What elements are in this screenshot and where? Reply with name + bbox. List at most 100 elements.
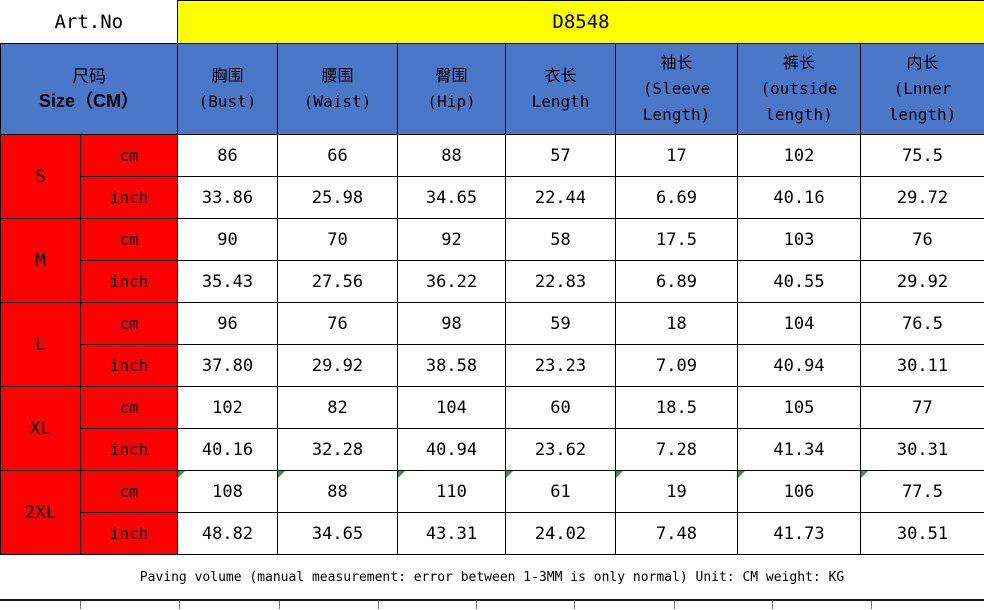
data-cell: 104 [398, 387, 506, 429]
header-line: (Waist) [278, 89, 397, 115]
col-header-sleeve-length: 袖长 (Sleeve Length) [616, 44, 738, 135]
data-cell: 76 [861, 219, 984, 261]
data-cell: 40.94 [398, 429, 506, 471]
header-line: 内长 [861, 50, 984, 76]
data-cell: 104 [738, 303, 861, 345]
header-line: Length [506, 89, 615, 115]
data-cell-flagged: 61 [506, 471, 616, 513]
data-cell: 38.58 [398, 345, 506, 387]
data-cell: 59 [506, 303, 616, 345]
col-header-length: 衣长 Length [506, 44, 616, 135]
data-cell: 103 [738, 219, 861, 261]
data-cell: 18.5 [616, 387, 738, 429]
data-cell: 30.11 [861, 345, 984, 387]
size-cm-header: 尺码 Size（CM） [1, 44, 178, 135]
data-cell: 22.83 [506, 261, 616, 303]
col-header-waist: 腰围 (Waist) [278, 44, 398, 135]
data-cell: 48.82 [178, 513, 278, 555]
header-line: length) [861, 102, 984, 128]
unit-cell-inch: inch [81, 177, 178, 219]
column-tick [476, 601, 477, 609]
size-header-latin: Size（CM） [1, 89, 177, 113]
data-cell: 7.48 [616, 513, 738, 555]
data-cell: 17 [616, 135, 738, 177]
table-row: S cm 86 66 88 57 17 102 75.5 [1, 135, 984, 177]
col-header-hip: 臀围 (Hip) [398, 44, 506, 135]
column-tick [378, 601, 379, 609]
data-cell: 37.80 [178, 345, 278, 387]
size-chart-table: Art.No D8548 尺码 Size（CM） 胸围 (Bust) 腰围 (W… [0, 0, 984, 555]
col-header-inner-length: 内长 (Lnner length) [861, 44, 984, 135]
data-cell-flagged: 77.5 [861, 471, 984, 513]
data-cell: 66 [278, 135, 398, 177]
data-cell: 30.51 [861, 513, 984, 555]
header-line: 袖长 [616, 50, 737, 76]
table-row: inch 37.80 29.92 38.58 23.23 7.09 40.94 … [1, 345, 984, 387]
data-cell: 36.22 [398, 261, 506, 303]
data-cell: 23.62 [506, 429, 616, 471]
size-label-2xl: 2XL [1, 471, 81, 555]
table-row: 2XL cm 108 88 110 61 19 106 77.5 [1, 471, 984, 513]
header-line: 裤长 [738, 50, 860, 76]
data-cell: 75.5 [861, 135, 984, 177]
data-cell: 92 [398, 219, 506, 261]
data-cell: 76.5 [861, 303, 984, 345]
data-cell: 29.92 [278, 345, 398, 387]
table-row: inch 40.16 32.28 40.94 23.62 7.28 41.34 … [1, 429, 984, 471]
data-cell: 40.16 [738, 177, 861, 219]
header-line: 胸围 [178, 63, 277, 89]
data-cell: 40.16 [178, 429, 278, 471]
unit-cell-cm: cm [81, 471, 178, 513]
data-cell: 23.23 [506, 345, 616, 387]
table-row: inch 35.43 27.56 36.22 22.83 6.89 40.55 … [1, 261, 984, 303]
table-row: XL cm 102 82 104 60 18.5 105 77 [1, 387, 984, 429]
table-row: inch 33.86 25.98 34.65 22.44 6.69 40.16 … [1, 177, 984, 219]
header-line: Length) [616, 102, 737, 128]
data-cell: 34.65 [278, 513, 398, 555]
header-line: 衣长 [506, 63, 615, 89]
header-line: (Lnner [861, 76, 984, 102]
header-line: length) [738, 102, 860, 128]
data-cell: 35.43 [178, 261, 278, 303]
data-cell-flagged: 108 [178, 471, 278, 513]
data-cell: 18 [616, 303, 738, 345]
header-line: (outside [738, 76, 860, 102]
data-cell: 25.98 [278, 177, 398, 219]
header-line: 腰围 [278, 63, 397, 89]
data-cell: 30.31 [861, 429, 984, 471]
data-cell: 90 [178, 219, 278, 261]
size-label-xl: XL [1, 387, 81, 471]
data-cell: 7.09 [616, 345, 738, 387]
column-tick [80, 601, 81, 609]
data-cell: 76 [278, 303, 398, 345]
size-label-m: M [1, 219, 81, 303]
col-header-outside-length: 裤长 (outside length) [738, 44, 861, 135]
data-cell: 41.34 [738, 429, 861, 471]
data-cell: 24.02 [506, 513, 616, 555]
data-cell: 27.56 [278, 261, 398, 303]
data-cell-flagged: 19 [616, 471, 738, 513]
data-cell: 6.69 [616, 177, 738, 219]
unit-cell-cm: cm [81, 135, 178, 177]
data-cell: 105 [738, 387, 861, 429]
table-row: 尺码 Size（CM） 胸围 (Bust) 腰围 (Waist) 臀围 (Hip… [1, 44, 984, 135]
data-cell: 29.72 [861, 177, 984, 219]
art-no-value: D8548 [178, 1, 984, 44]
column-tick [279, 601, 280, 609]
size-label-l: L [1, 303, 81, 387]
data-cell-flagged: 88 [278, 471, 398, 513]
data-cell: 58 [506, 219, 616, 261]
header-line: (Bust) [178, 89, 277, 115]
data-cell: 102 [738, 135, 861, 177]
unit-cell-cm: cm [81, 387, 178, 429]
data-cell: 40.94 [738, 345, 861, 387]
size-label-s: S [1, 135, 81, 219]
art-no-label: Art.No [1, 1, 178, 44]
unit-cell-cm: cm [81, 219, 178, 261]
data-cell: 29.92 [861, 261, 984, 303]
data-cell: 43.31 [398, 513, 506, 555]
unit-cell-inch: inch [81, 345, 178, 387]
data-cell: 7.28 [616, 429, 738, 471]
unit-cell-inch: inch [81, 513, 178, 555]
data-cell: 77 [861, 387, 984, 429]
